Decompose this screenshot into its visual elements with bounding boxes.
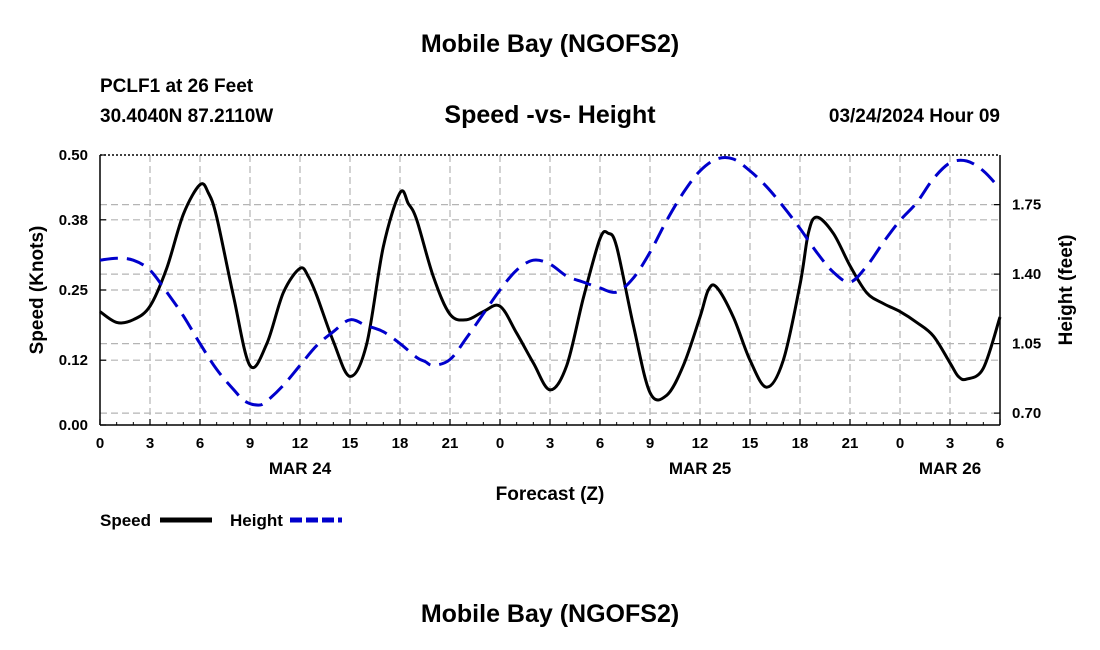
y-left-tick-label: 0.38 xyxy=(59,212,88,229)
speed-series-line xyxy=(99,182,1002,402)
x-tick-label: 18 xyxy=(792,435,809,452)
y-left-tick-label: 0.00 xyxy=(59,417,88,434)
x-tick-label: 15 xyxy=(342,435,359,452)
x-tick-label: 21 xyxy=(442,435,459,452)
x-tick-label: 0 xyxy=(896,435,904,452)
height-series-line xyxy=(99,156,1002,407)
date-label: MAR 24 xyxy=(269,459,332,478)
station-label: PCLF1 at 26 Feet xyxy=(100,76,254,97)
date-label: MAR 26 xyxy=(919,459,981,478)
x-tick-label: 3 xyxy=(546,435,554,452)
y-right-tick-label: 1.40 xyxy=(1012,266,1041,283)
x-tick-label: 6 xyxy=(596,435,604,452)
chart-subtitle: Speed -vs- Height xyxy=(444,101,656,129)
legend-height-label: Height xyxy=(230,511,283,530)
main-title: Mobile Bay (NGOFS2) xyxy=(420,30,680,58)
y-left-axis-label: Speed (Knots) xyxy=(27,226,48,355)
x-tick-label: 18 xyxy=(392,435,409,452)
date-label: MAR 25 xyxy=(669,459,731,478)
x-tick-label: 0 xyxy=(496,435,504,452)
y-left-tick-label: 0.12 xyxy=(59,352,88,369)
legend-speed-label: Speed xyxy=(100,511,151,530)
station-coordinates: 30.4040N 87.2110W xyxy=(100,106,274,127)
x-tick-label: 15 xyxy=(742,435,759,452)
bottom-title: Mobile Bay (NGOFS2) xyxy=(420,600,680,628)
x-tick-label: 12 xyxy=(692,435,709,452)
x-tick-label: 9 xyxy=(646,435,654,452)
forecast-datetime: 03/24/2024 Hour 09 xyxy=(828,106,1000,127)
x-tick-label: 12 xyxy=(292,435,309,452)
x-tick-label: 0 xyxy=(96,435,104,452)
y-left-tick-label: 0.25 xyxy=(59,282,88,299)
x-tick-label: 6 xyxy=(196,435,204,452)
x-tick-label: 21 xyxy=(842,435,859,452)
y-right-tick-label: 1.05 xyxy=(1012,336,1041,353)
y-right-tick-label: 1.75 xyxy=(1012,197,1041,214)
y-left-tick-label: 0.50 xyxy=(59,147,88,164)
x-tick-label: 9 xyxy=(246,435,254,452)
x-tick-label: 3 xyxy=(146,435,154,452)
y-right-tick-label: 0.70 xyxy=(1012,405,1041,422)
x-axis-label: Forecast (Z) xyxy=(496,484,605,505)
y-right-axis-label: Height (feet) xyxy=(1056,235,1077,346)
x-tick-label: 6 xyxy=(996,435,1004,452)
x-tick-label: 3 xyxy=(946,435,954,452)
